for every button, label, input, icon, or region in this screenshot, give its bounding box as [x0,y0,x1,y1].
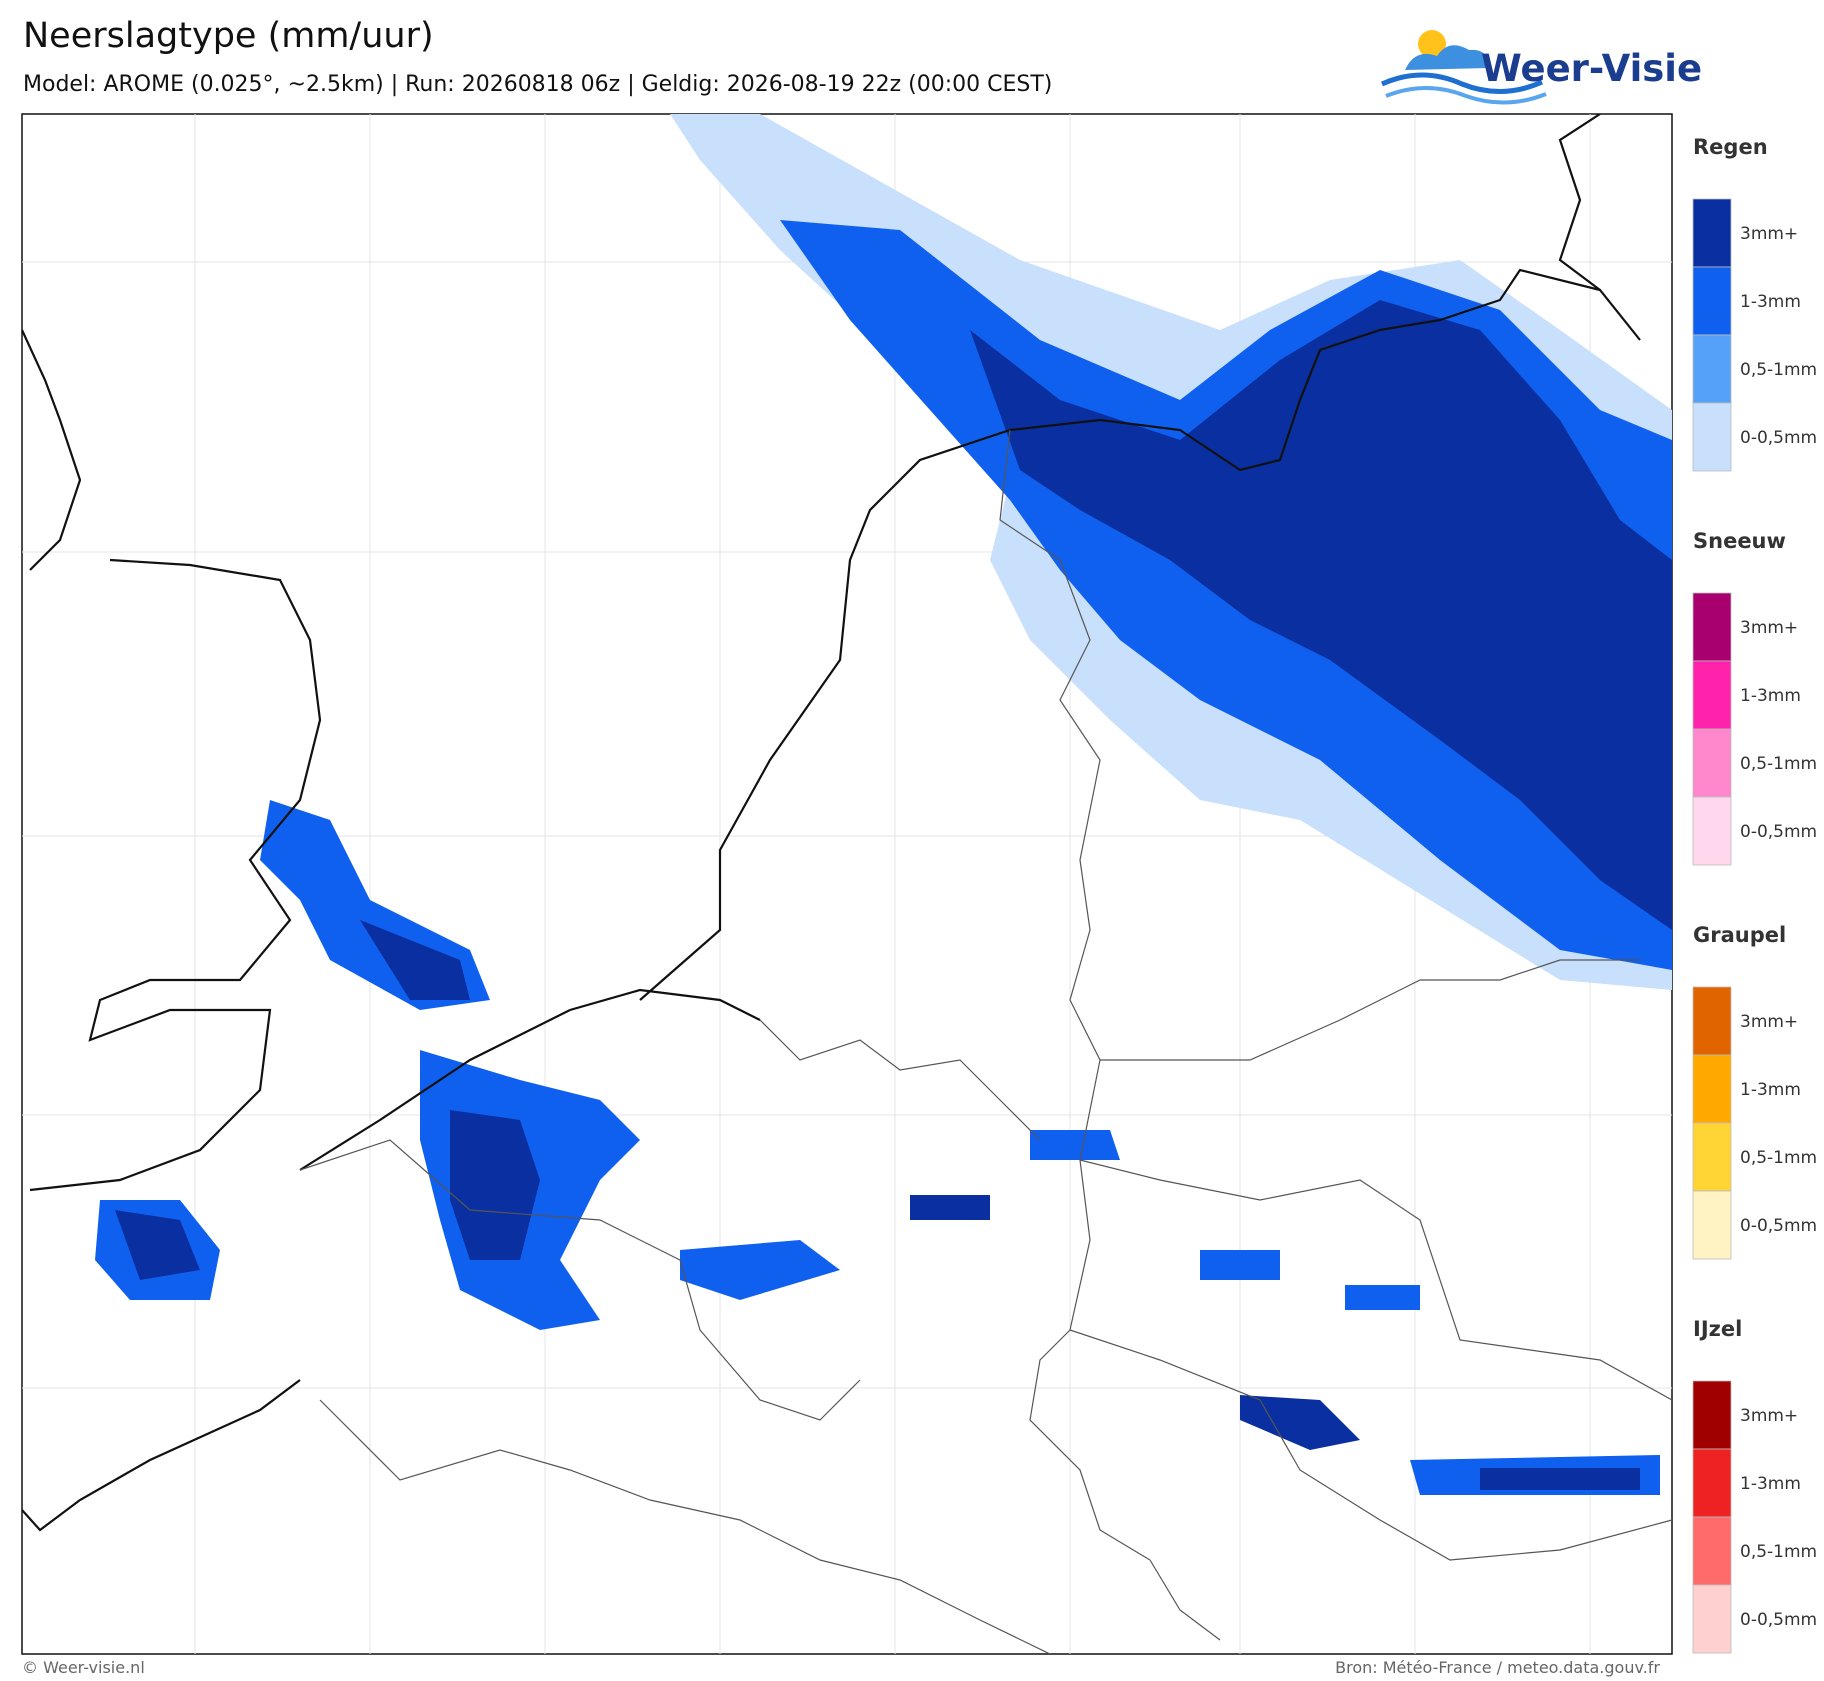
legend-label: 0,5-1mm [1740,754,1817,774]
legend-group-title: IJzel [1693,1317,1742,1341]
legend-swatch [1692,796,1732,866]
legend-label: 1-3mm [1740,1080,1801,1100]
legend-swatch [1692,198,1732,268]
subtitle: Model: AROME (0.025°, ~2.5km) | Run: 202… [23,72,1052,97]
legend-label: 1-3mm [1740,292,1801,312]
map [21,113,1673,1655]
legend-label: 0,5-1mm [1740,1148,1817,1168]
borders [299,429,1672,1654]
legend-swatch [1692,266,1732,336]
logo-sun [1418,30,1446,58]
legend-label: 3mm+ [1740,224,1798,244]
legend-swatch [1692,1380,1732,1450]
legend-swatch [1692,1122,1732,1192]
legend-swatch [1692,592,1732,662]
legend-group-title: Regen [1693,135,1768,159]
legend-swatch [1692,402,1732,472]
legend-group-title: Graupel [1693,923,1786,947]
legend-swatch [1692,1584,1732,1654]
logo-wave [1385,86,1547,105]
title: Neerslagtype (mm/uur) [23,16,434,56]
legend-label: 0,5-1mm [1740,1542,1817,1562]
legend-label: 0-0,5mm [1740,428,1817,448]
legend-swatch [1692,986,1732,1056]
precipitation [95,114,1672,1495]
legend-label: 1-3mm [1740,686,1801,706]
legend-label: 0-0,5mm [1740,1610,1817,1630]
legend-swatch [1692,1448,1732,1518]
legend: Regen 3mm+ 1-3mm 0,5-1mm 0-0,5mm Sneeuw 3mm+ 1-… [1692,135,1817,1654]
legend-label: 0,5-1mm [1740,360,1817,380]
legend-label: 3mm+ [1740,618,1798,638]
logo-wave [1380,72,1544,94]
logo: Weer-Visie [1380,30,1702,105]
legend-swatch [1692,1516,1732,1586]
legend-label: 1-3mm [1740,1474,1801,1494]
legend-swatch [1692,1054,1732,1124]
footer-source: Bron: Météo-France / meteo.data.gouv.fr [1335,1658,1660,1677]
logo-cloud [1405,45,1489,70]
legend-swatch [1692,660,1732,730]
legend-swatch [1692,334,1732,404]
logo-text: Weer-Visie [1481,47,1702,90]
footer-credit: © Weer-visie.nl [22,1658,145,1677]
legend-label: 0-0,5mm [1740,1216,1817,1236]
legend-swatch [1692,1190,1732,1260]
coastlines [22,114,1641,1532]
legend-swatch [1692,728,1732,798]
legend-label: 3mm+ [1740,1406,1798,1426]
legend-label: 0-0,5mm [1740,822,1817,842]
legend-group-title: Sneeuw [1693,529,1786,553]
legend-label: 3mm+ [1740,1012,1798,1032]
